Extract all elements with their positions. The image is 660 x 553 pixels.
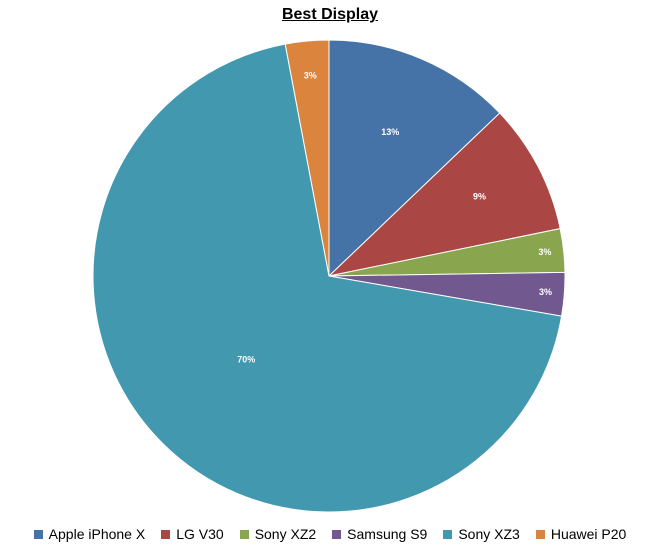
chart-legend: Apple iPhone X LG V30 Sony XZ2 Samsung S9 So… xyxy=(0,526,660,542)
legend-label: Apple iPhone X xyxy=(48,526,146,542)
legend-item-lg-v30: LG V30 xyxy=(161,526,224,542)
legend-swatch xyxy=(239,529,249,539)
pie-slice-lg-v30 xyxy=(327,112,561,277)
legend-label: LG V30 xyxy=(176,526,224,542)
pie-labels: 13% 9% 3% 3% 70% 3% xyxy=(237,71,552,365)
legend-label: Sony XZ3 xyxy=(458,526,520,542)
legend-swatch xyxy=(332,529,342,539)
slice-label-sony-xz3: 70% xyxy=(237,354,255,364)
legend-label: Sony XZ2 xyxy=(254,526,317,542)
legend-swatch xyxy=(161,529,171,539)
pie-slice-apple-iphone-x xyxy=(328,39,501,278)
legend-swatch xyxy=(443,529,453,539)
slice-label-apple-iphone-x: 13% xyxy=(381,127,399,137)
slice-label-samsung-s9: 3% xyxy=(539,287,552,297)
legend-item-samsung-s9: Samsung S9 xyxy=(332,526,427,542)
slice-label-sony-xz2: 3% xyxy=(538,247,551,257)
legend-swatch xyxy=(33,529,43,539)
slice-label-lg-v30: 9% xyxy=(473,192,486,202)
pie-slice-huawei-p20 xyxy=(284,39,330,277)
chart-title: Best Display xyxy=(281,6,379,23)
legend-label: Samsung S9 xyxy=(347,526,428,542)
legend-item-apple-iphone-x: Apple iPhone X xyxy=(33,526,146,542)
legend-item-huawei-p20: Huawei P20 xyxy=(535,526,627,542)
legend-swatch xyxy=(535,529,545,539)
legend-label: Huawei P20 xyxy=(550,526,627,542)
pie-slice-sony-xz3 xyxy=(92,43,563,513)
slice-label-huawei-p20: 3% xyxy=(304,71,317,81)
legend-item-sony-xz3: Sony XZ3 xyxy=(443,526,520,542)
legend-item-sony-xz2: Sony XZ2 xyxy=(239,526,317,542)
pie-slices xyxy=(92,39,566,513)
